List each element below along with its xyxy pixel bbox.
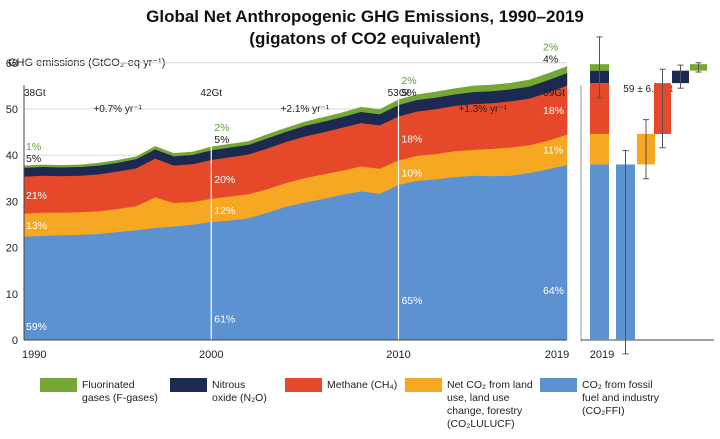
legend-label-lulucf-1: use, land use xyxy=(447,392,510,404)
share-n2o-1990: 5% xyxy=(26,153,41,165)
growth-label-2010-2019: +1.3% yr⁻¹ xyxy=(459,104,508,115)
total-label-2000: 42Gt xyxy=(200,88,222,99)
y-tick-label-50: 50 xyxy=(6,104,18,116)
legend-swatch-ffi xyxy=(540,378,577,392)
chart-subtitle: (gigatons of CO2 equivalent) xyxy=(249,29,480,48)
legend-label-fgas-0: Fluorinated xyxy=(82,379,135,391)
legend-label-ffi-0: CO₂ from fossil xyxy=(582,379,653,391)
panel-2019: 59 ± 6.6 Gt 2019 xyxy=(580,36,714,361)
share-lulucf-2010: 10% xyxy=(401,168,422,180)
share-fgas-2000: 2% xyxy=(214,122,229,134)
legend-label-lulucf-0: Net CO₂ from land xyxy=(447,379,533,391)
y-tick-label-60: 60 xyxy=(6,58,18,70)
axes: 0 10 20 30 40 50 60 1990 2000 2010 2019 xyxy=(6,58,569,361)
x-tick-label-2019: 2019 xyxy=(545,349,569,361)
share-n2o-2010: 5% xyxy=(401,87,416,99)
legend-label-fgas-1: gases (F-gases) xyxy=(82,392,158,404)
share-lulucf-2000: 12% xyxy=(214,205,235,217)
share-n2o-2000: 5% xyxy=(214,134,229,146)
total-label-2010: 53Gt xyxy=(388,88,410,99)
legend-swatch-lulucf xyxy=(405,378,442,392)
panel-total-seg-ffi xyxy=(590,164,609,340)
share-fgas-1990: 1% xyxy=(26,141,41,153)
legend-label-n2o-0: Nitrous xyxy=(212,379,245,391)
total-label-2019: 59Gt xyxy=(543,88,565,99)
x-tick-label-1990: 1990 xyxy=(22,349,46,361)
share-fgas-2010: 2% xyxy=(401,75,416,87)
legend-label-ffi-2: (CO₂FFI) xyxy=(582,405,625,417)
x-tick-label-2000: 2000 xyxy=(199,349,223,361)
share-lulucf-1990: 13% xyxy=(26,220,47,232)
share-ch4-2000: 20% xyxy=(214,174,235,186)
data-labels: 38Gt 42Gt 53Gt 59Gt +0.7% yr⁻¹ +2.1% yr⁻¹ +1.3… xyxy=(24,41,565,332)
share-ffi-2010: 65% xyxy=(401,295,422,307)
share-ffi-1990: 59% xyxy=(26,321,47,333)
y-tick-label-10: 10 xyxy=(6,289,18,301)
total-label-1990: 38Gt xyxy=(24,88,46,99)
panel-total-label: 59 ± 6.6 Gt xyxy=(623,84,673,95)
y-tick-label-40: 40 xyxy=(6,150,18,162)
panel-year-label: 2019 xyxy=(590,349,614,361)
share-ch4-2010: 18% xyxy=(401,133,422,145)
legend-label-ffi-1: fuel and industry xyxy=(582,392,660,404)
y-tick-label-30: 30 xyxy=(6,196,18,208)
share-fgas-2019: 2% xyxy=(543,41,558,53)
growth-label-2000-2010: +2.1% yr⁻¹ xyxy=(281,104,330,115)
y-tick-label-0: 0 xyxy=(12,335,18,347)
share-lulucf-2019: 11% xyxy=(543,145,563,157)
panel-total-seg-ch4 xyxy=(590,83,609,134)
legend-swatch-fgas xyxy=(40,378,77,392)
decade-markers xyxy=(210,99,400,340)
panel-total-seg-lulucf xyxy=(590,133,609,165)
share-ffi-2019: 64% xyxy=(543,285,564,297)
share-ch4-2019: 18% xyxy=(543,105,564,117)
share-ch4-1990: 21% xyxy=(26,190,47,202)
x-tick-label-2010: 2010 xyxy=(386,349,410,361)
share-n2o-2019: 4% xyxy=(543,53,558,65)
stacked-areas xyxy=(23,66,568,341)
legend-label-lulucf-3: (CO₂LULUCF) xyxy=(447,418,515,430)
legend-label-ch4-0: Methane (CH₄) xyxy=(327,379,397,391)
legend-swatch-ch4 xyxy=(285,378,322,392)
share-ffi-2000: 61% xyxy=(214,313,235,325)
growth-label-1990-2000: +0.7% yr⁻¹ xyxy=(93,104,142,115)
legend-label-lulucf-2: change, forestry xyxy=(447,405,523,417)
y-tick-label-20: 20 xyxy=(6,243,18,255)
legend-label-n2o-1: oxide (N₂O) xyxy=(212,392,267,404)
legend-swatch-n2o xyxy=(170,378,207,392)
chart-title: Global Net Anthropogenic GHG Emissions, … xyxy=(146,7,584,26)
